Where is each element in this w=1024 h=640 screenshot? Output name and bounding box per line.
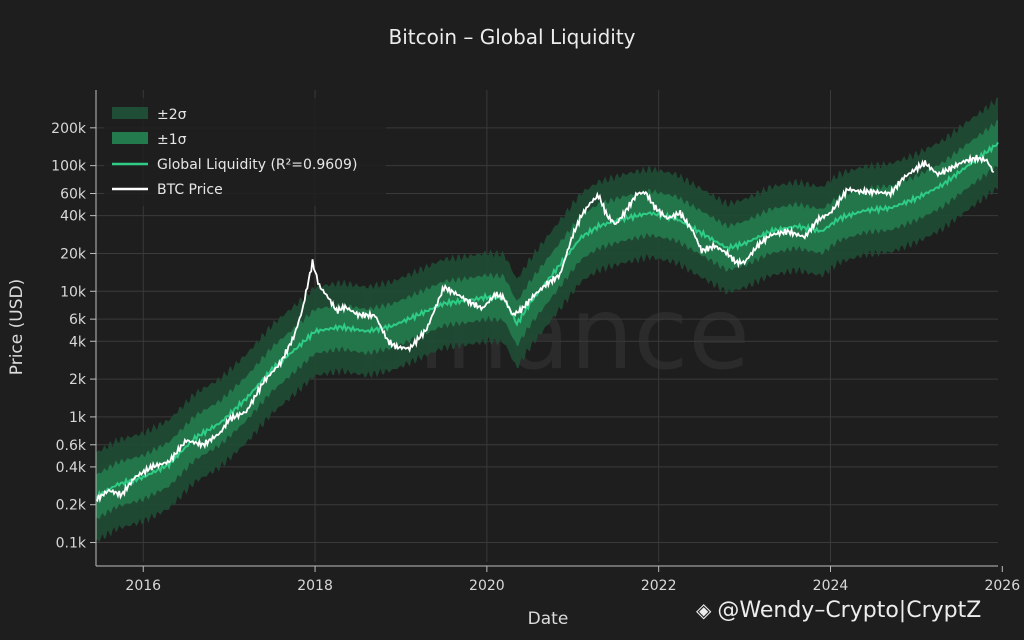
y-tick-label: 0.1k <box>56 536 87 552</box>
binance-diamond-icon: ◈ <box>696 598 712 622</box>
y-tick-label: 20k <box>60 246 87 262</box>
band-1-sigma <box>96 119 998 520</box>
y-tick-label: 0.4k <box>56 460 87 476</box>
band-2-sigma <box>96 97 998 543</box>
x-tick-label: 2026 <box>984 578 1020 594</box>
x-tick-label: 2022 <box>641 578 677 594</box>
y-tick-label: 0.6k <box>56 438 87 454</box>
legend-box <box>104 98 386 206</box>
legend-label: ±1σ <box>157 132 187 148</box>
x-tick-label: 2024 <box>813 578 849 594</box>
x-tick-label: 2020 <box>469 578 505 594</box>
y-tick-label: 6k <box>69 312 87 328</box>
y-tick-label: 10k <box>60 284 87 300</box>
y-tick-label: 4k <box>69 334 87 350</box>
axes: 0.1k 0.2k 0.4k 0.6k 1k 2k 4k 6k 10k 20k 40k 60k 100k… <box>51 90 1020 594</box>
y-tick-label: 100k <box>51 159 87 175</box>
footer-watermark-text: @Wendy–Crypto|CryptZ <box>717 598 982 623</box>
x-tick-label: 2018 <box>297 578 333 594</box>
chart-title: Bitcoin – Global Liquidity <box>388 25 635 49</box>
y-tick-label: 60k <box>60 187 87 203</box>
legend-label: ±2σ <box>157 107 187 123</box>
series-line-btc-price <box>95 153 995 504</box>
y-tick-label: 2k <box>69 372 87 388</box>
y-tick-label: 0.2k <box>56 498 87 514</box>
y-tick-label: 1k <box>69 410 87 426</box>
legend-swatch <box>112 132 148 144</box>
x-axis-label: Date <box>528 609 569 629</box>
y-tick-label: 200k <box>51 121 87 137</box>
y-tick-label: 40k <box>60 209 87 225</box>
series-lines <box>95 141 999 504</box>
footer-watermark: ◈ @Wendy–Crypto|CryptZ <box>696 598 981 623</box>
x-tick-label: 2016 <box>125 578 161 594</box>
legend-swatch <box>112 107 148 119</box>
legend-label: BTC Price <box>157 182 223 198</box>
legend: ±2σ ±1σ Global Liquidity (R²=0.9609) BTC Pr… <box>104 98 386 206</box>
legend-label: Global Liquidity (R²=0.9609) <box>157 157 357 173</box>
band-2-sigma-area <box>96 97 998 543</box>
y-axis-label: Price (USD) <box>7 279 27 375</box>
band-1-sigma-area <box>96 119 998 520</box>
